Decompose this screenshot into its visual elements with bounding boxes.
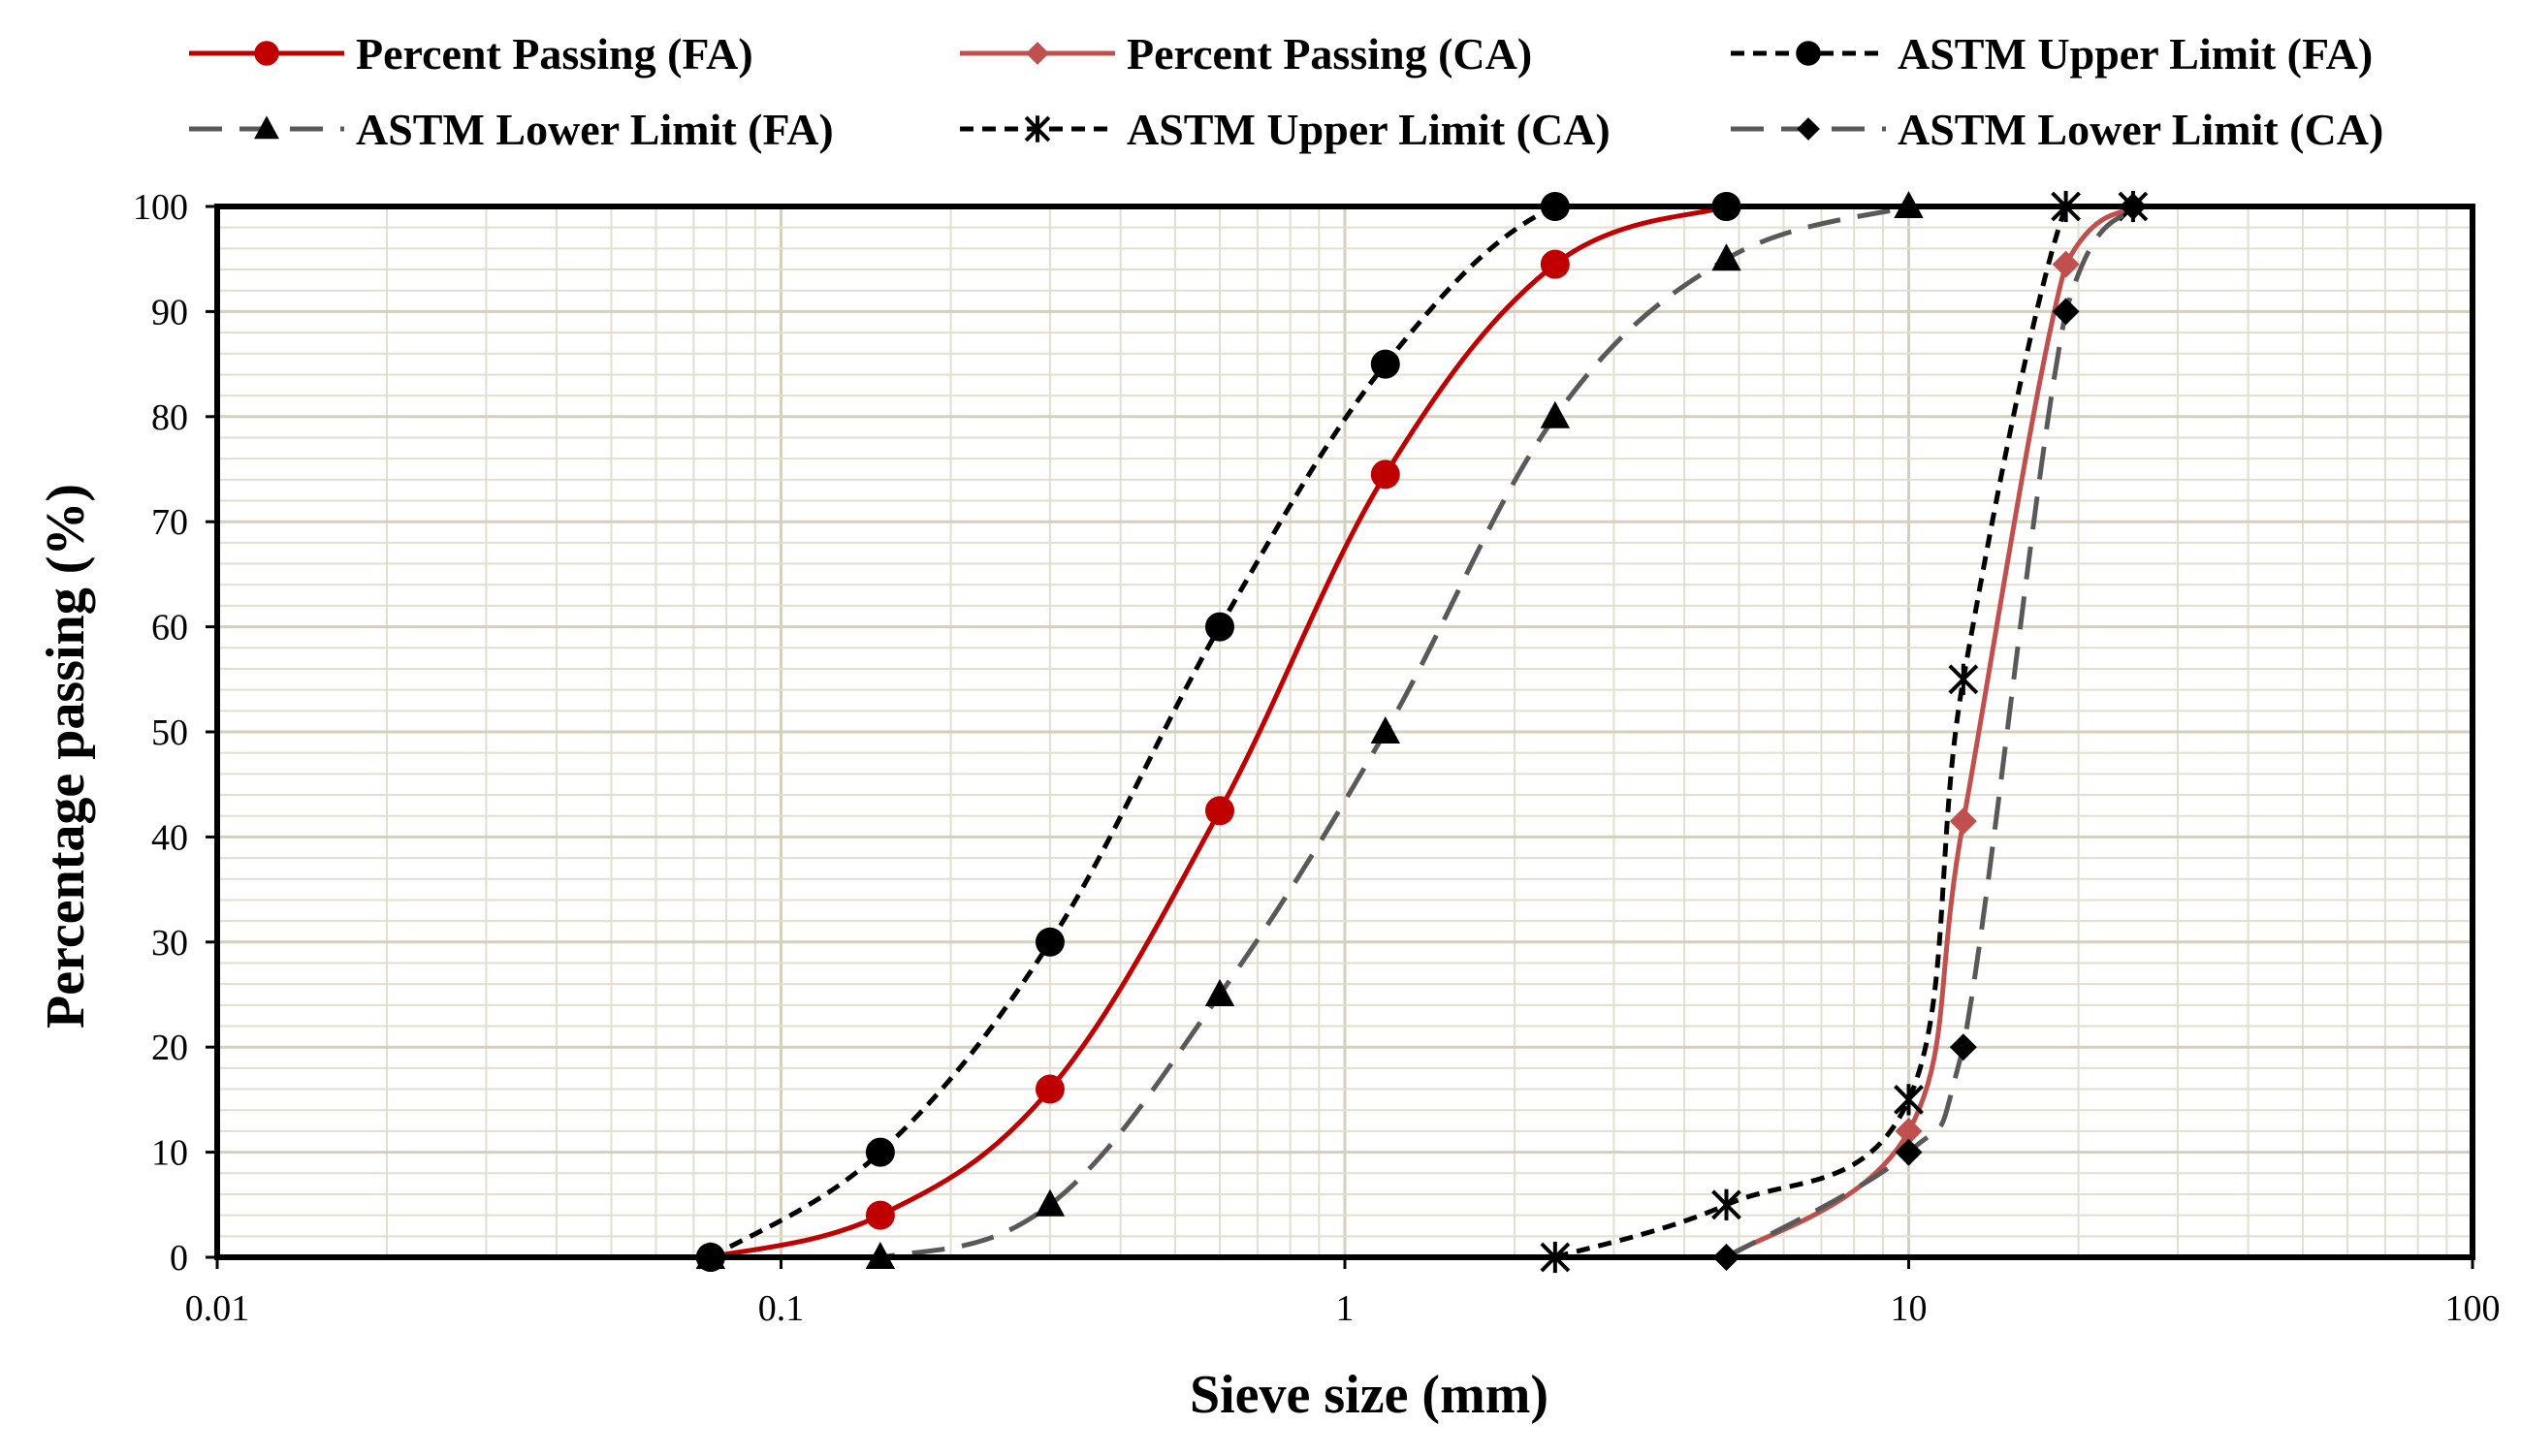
data-point bbox=[1895, 1117, 1923, 1145]
data-point bbox=[1796, 41, 1821, 66]
y-tick-label: 50 bbox=[151, 712, 188, 753]
data-point bbox=[1895, 1138, 1923, 1166]
data-point bbox=[2052, 250, 2080, 278]
y-tick-label: 10 bbox=[151, 1133, 188, 1174]
legend-item-5: ASTM Lower Limit (CA) bbox=[1731, 105, 2383, 154]
series-line bbox=[710, 204, 1910, 1260]
legend-item-4: ASTM Upper Limit (CA) bbox=[960, 105, 1611, 154]
data-point bbox=[865, 1137, 895, 1167]
data-point bbox=[1711, 243, 1741, 271]
legend-label: ASTM Upper Limit (FA) bbox=[1898, 29, 2373, 79]
data-point bbox=[1035, 1074, 1065, 1104]
data-point bbox=[1949, 1033, 1977, 1061]
y-tick-label: 0 bbox=[170, 1238, 188, 1279]
y-tick-label: 100 bbox=[133, 187, 188, 228]
data-point bbox=[1894, 1084, 1924, 1116]
y-tick-label: 90 bbox=[151, 292, 188, 332]
legend-item-3: ASTM Lower Limit (FA) bbox=[189, 105, 834, 154]
data-point bbox=[1204, 612, 1234, 642]
data-point bbox=[1204, 796, 1234, 826]
data-point bbox=[865, 1200, 895, 1230]
legend-label: ASTM Lower Limit (CA) bbox=[1898, 105, 2383, 154]
x-tick-label: 0.1 bbox=[758, 1288, 805, 1329]
legend-label: ASTM Lower Limit (FA) bbox=[356, 105, 834, 154]
data-point bbox=[1711, 1188, 1741, 1220]
y-axis-title: Percentage passing (%) bbox=[36, 484, 96, 1029]
y-tick-label: 30 bbox=[151, 923, 188, 964]
data-point bbox=[1024, 115, 1051, 142]
data-point bbox=[1035, 1188, 1066, 1217]
data-point bbox=[1949, 807, 1977, 836]
data-point bbox=[254, 115, 279, 140]
y-tick-label: 20 bbox=[151, 1028, 188, 1068]
data-point bbox=[1370, 349, 1400, 379]
x-tick-label: 1 bbox=[1336, 1288, 1355, 1329]
data-point bbox=[1035, 927, 1065, 957]
data-point bbox=[2052, 298, 2080, 326]
y-tick-label: 60 bbox=[151, 608, 188, 649]
y-tick-label: 70 bbox=[151, 502, 188, 543]
x-axis-title: Sieve size (mm) bbox=[1190, 1365, 1548, 1425]
legend-label: ASTM Upper Limit (CA) bbox=[1127, 105, 1611, 154]
legend-item-0: Percent Passing (FA) bbox=[189, 29, 753, 79]
axes: 0.01 0.1 1 10 100 0 10 20 30 40 50 60 70 80 90 100 Sieve… bbox=[36, 187, 2501, 1425]
data-point bbox=[1204, 979, 1235, 1006]
legend-item-1: Percent Passing (CA) bbox=[960, 29, 1532, 79]
legend-item-2: ASTM Upper Limit (FA) bbox=[1731, 29, 2373, 79]
data-point bbox=[1948, 663, 1979, 695]
y-tick-label: 40 bbox=[151, 817, 188, 858]
x-tick-label: 10 bbox=[1891, 1288, 1928, 1329]
data-point bbox=[1797, 117, 1820, 141]
legend-label: Percent Passing (FA) bbox=[356, 29, 753, 79]
data-point bbox=[1540, 249, 1570, 279]
legend-label: Percent Passing (CA) bbox=[1127, 29, 1532, 79]
data-point bbox=[254, 41, 279, 66]
grid bbox=[215, 205, 2473, 1259]
series-line bbox=[1725, 205, 2136, 1260]
data-point bbox=[1026, 42, 1049, 65]
x-tick-label: 100 bbox=[2445, 1288, 2501, 1329]
x-tick-label: 0.01 bbox=[185, 1288, 250, 1329]
data-point bbox=[1540, 400, 1571, 428]
y-tick-label: 80 bbox=[151, 397, 188, 438]
legend: Percent Passing (FA) Percent Passing (CA)… bbox=[189, 29, 2383, 154]
data-point bbox=[1370, 716, 1400, 744]
data-point bbox=[1370, 459, 1400, 490]
